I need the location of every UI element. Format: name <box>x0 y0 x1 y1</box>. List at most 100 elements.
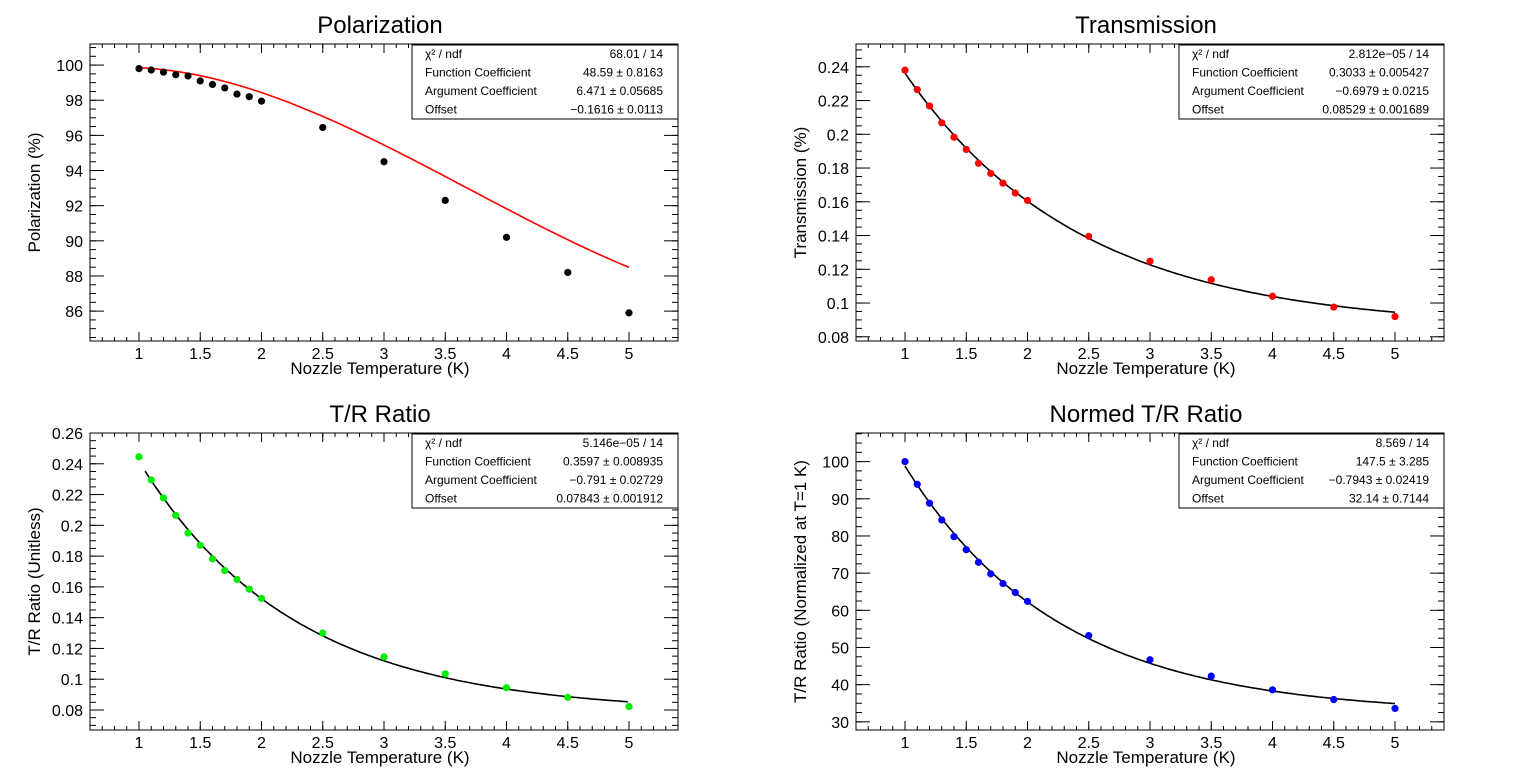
stats-label: Offset <box>425 103 457 117</box>
transmission-data-point <box>1085 232 1093 240</box>
y-tick-label: 94 <box>65 164 83 181</box>
polarization-data-point <box>625 309 633 317</box>
tr-ratio-data-point <box>135 453 143 461</box>
transmission-title: Transmission <box>1075 12 1217 39</box>
tr-ratio-data-point <box>208 555 217 563</box>
normed-tr-ratio-data-point <box>950 533 958 541</box>
stats-label: χ² / ndf <box>1192 436 1230 450</box>
y-tick-label: 0.24 <box>818 60 849 77</box>
y-tick-label: 0.18 <box>52 549 83 566</box>
x-tick-label: 1.5 <box>189 735 211 752</box>
y-tick-label: 90 <box>831 492 849 509</box>
y-tick-label: 0.1 <box>827 296 849 313</box>
stats-value: 0.07843 ± 0.001912 <box>556 492 663 506</box>
y-tick-label: 0.16 <box>52 580 83 597</box>
x-tick-label: 4 <box>1268 346 1277 363</box>
transmission-data-point <box>901 66 909 74</box>
stats-label: Offset <box>1192 103 1224 117</box>
tr-ratio-data-point <box>147 476 155 484</box>
x-tick-label: 3 <box>380 346 389 363</box>
transmission-data-point <box>913 85 921 94</box>
y-tick-label: 98 <box>65 93 83 110</box>
y-tick-label: 70 <box>831 566 849 583</box>
x-tick-label: 2 <box>257 346 266 363</box>
stats-value: 8.569 / 14 <box>1376 436 1430 450</box>
y-tick-label: 100 <box>56 58 83 75</box>
transmission-data-point <box>974 159 983 167</box>
x-tick-label: 4 <box>1268 735 1277 752</box>
x-tick-label: 5 <box>625 346 634 363</box>
polarization-stats-box <box>411 44 679 120</box>
stats-value: 0.3597 ± 0.008935 <box>563 455 663 469</box>
polarization-data-point <box>441 196 449 205</box>
y-tick-label: 30 <box>831 715 849 732</box>
normed-tr-ratio-data-point <box>1023 597 1032 605</box>
normed-tr-ratio-data-point <box>913 480 921 488</box>
polarization-data-point <box>184 72 192 80</box>
polarization-x-axis-label: Nozzle Temperature (K) <box>290 359 469 378</box>
x-tick-label: 4.5 <box>1323 735 1345 752</box>
y-tick-label: 0.2 <box>827 127 849 144</box>
y-tick-label: 0.24 <box>52 457 83 474</box>
polarization-panel: Polarization 1 1.5 2 2.5 3 3.5 4 4.5 5 86 88 90 92 94 9… <box>25 12 679 378</box>
x-tick-label: 3.5 <box>1200 735 1222 752</box>
stats-label: Function Coefficient <box>1192 66 1299 80</box>
x-tick-label: 5 <box>625 735 634 752</box>
normed-tr-ratio-y-axis-label: T/R Ratio (Normalized at T=1 K) <box>791 460 810 703</box>
stats-value: 0.08529 ± 0.001689 <box>1322 103 1429 117</box>
stats-value: 32.14 ± 0.7144 <box>1349 492 1429 506</box>
y-tick-label: 0.22 <box>818 94 849 111</box>
tr-ratio-data-point <box>257 594 266 603</box>
normed-tr-ratio-data-point <box>901 458 909 466</box>
y-tick-label: 60 <box>831 603 849 620</box>
tr-ratio-data-point <box>380 653 388 661</box>
stats-label: χ² / ndf <box>1192 47 1230 61</box>
x-tick-label: 5 <box>1391 735 1400 752</box>
polarization-y-axis-label: Polarization (%) <box>25 133 44 253</box>
stats-label: Offset <box>425 492 457 506</box>
tr-ratio-data-point <box>184 529 192 537</box>
x-tick-label: 1 <box>901 735 910 752</box>
transmission-x-axis-label: Nozzle Temperature (K) <box>1056 359 1235 378</box>
y-tick-label: 80 <box>831 529 849 546</box>
normed-tr-ratio-data-point <box>1268 686 1277 694</box>
tr-ratio-x-axis-label: Nozzle Temperature (K) <box>290 748 469 767</box>
y-tick-label: 0.12 <box>818 262 849 279</box>
stats-value: 2.812e−05 / 14 <box>1349 47 1430 61</box>
y-tick-label: 0.18 <box>818 161 849 178</box>
tr-ratio-data-point <box>502 684 511 692</box>
x-tick-label: 4.5 <box>557 735 579 752</box>
x-tick-label: 1.5 <box>955 735 977 752</box>
polarization-data-point <box>135 65 143 73</box>
normed-tr-ratio-data-point <box>1391 704 1399 713</box>
stats-value: 147.5 ± 3.285 <box>1356 455 1430 469</box>
stats-label: Offset <box>1192 492 1224 506</box>
polarization-data-point <box>159 68 168 76</box>
transmission-data-point <box>1207 276 1215 284</box>
transmission-y-axis-label: Transmission (%) <box>791 127 810 259</box>
x-tick-label: 3 <box>1146 735 1155 752</box>
transmission-data-point <box>925 102 934 110</box>
y-tick-label: 88 <box>65 269 83 286</box>
normed-tr-ratio-data-point <box>1146 656 1154 664</box>
x-tick-label: 2.5 <box>1078 346 1100 363</box>
y-tick-label: 0.08 <box>818 330 849 347</box>
x-tick-label: 4 <box>502 346 511 363</box>
tr-ratio-data-point <box>245 585 253 593</box>
x-tick-label: 4 <box>502 735 511 752</box>
x-tick-label: 2.5 <box>1078 735 1100 752</box>
normed-tr-ratio-title: Normed T/R Ratio <box>1050 401 1243 428</box>
tr-ratio-data-point <box>319 629 327 637</box>
x-tick-label: 1 <box>901 346 910 363</box>
x-tick-label: 4.5 <box>557 346 579 363</box>
x-tick-label: 3 <box>1146 346 1155 363</box>
x-tick-label: 1 <box>135 346 144 363</box>
polarization-data-point <box>196 77 204 85</box>
x-tick-label: 1 <box>135 735 144 752</box>
tr-ratio-data-point <box>233 575 241 584</box>
y-tick-label: 100 <box>822 455 849 472</box>
y-tick-label: 0.2 <box>61 518 83 535</box>
normed-tr-ratio-panel: Normed T/R Ratio 1 1.5 2 2.5 3 3.5 4 4.5 5 30 40 50 6… <box>791 401 1445 767</box>
polarization-data-point <box>147 66 155 74</box>
y-tick-label: 90 <box>65 234 83 251</box>
